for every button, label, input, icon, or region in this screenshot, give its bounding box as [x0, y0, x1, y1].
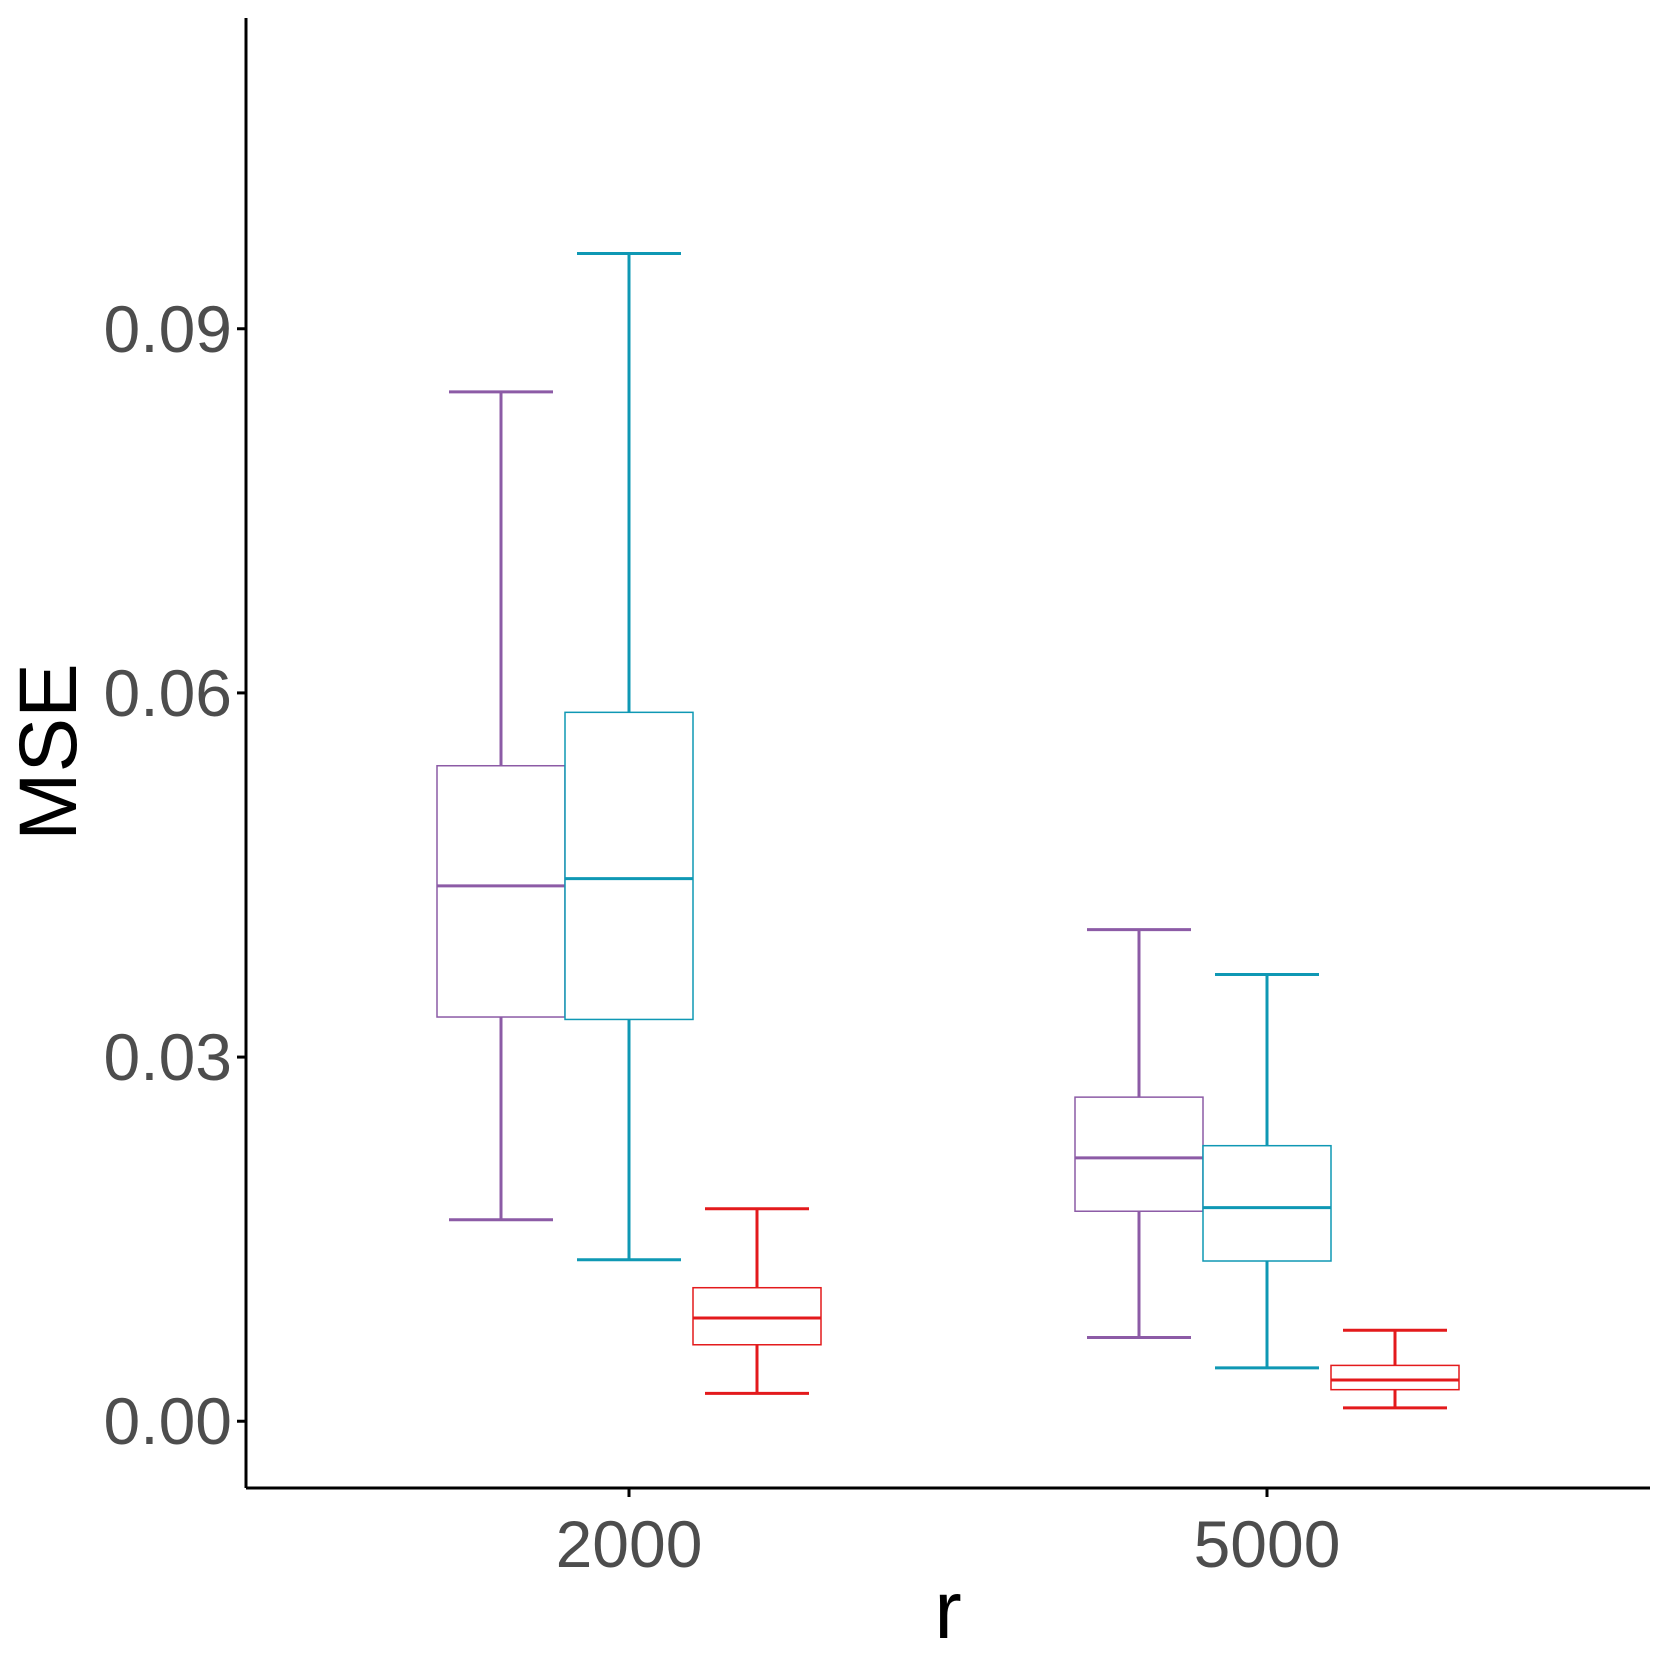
x-axis-title: r [934, 1565, 961, 1656]
axes [244, 18, 1650, 1490]
box-iqr [1074, 1096, 1204, 1212]
x-tick-label: 2000 [556, 1507, 703, 1581]
y-tick-label: 0.00 [104, 1384, 232, 1458]
box-series-3-cat-5000 [1330, 1328, 1460, 1410]
box-iqr [1330, 1364, 1460, 1391]
x-ticks: 2000 5000 [556, 1488, 1341, 1581]
box-iqr [436, 764, 566, 1018]
boxes [436, 251, 1460, 1410]
box-series-1-cat-5000 [1074, 928, 1204, 1339]
y-tick-label: 0.06 [104, 656, 232, 730]
y-ticks: 0.00 0.03 0.06 0.09 [104, 292, 246, 1458]
y-tick-label: 0.09 [104, 292, 232, 366]
box-series-3-cat-2000 [692, 1207, 822, 1395]
box-iqr [692, 1286, 822, 1346]
y-tick-label: 0.03 [104, 1020, 232, 1094]
box-series-2-cat-2000 [564, 251, 694, 1262]
box-series-1-cat-2000 [436, 390, 566, 1222]
box-iqr [1202, 1144, 1332, 1262]
box-iqr [564, 711, 694, 1021]
x-tick-label: 5000 [1194, 1507, 1341, 1581]
y-axis-title: MSE [3, 663, 94, 841]
box-series-2-cat-5000 [1202, 973, 1332, 1370]
